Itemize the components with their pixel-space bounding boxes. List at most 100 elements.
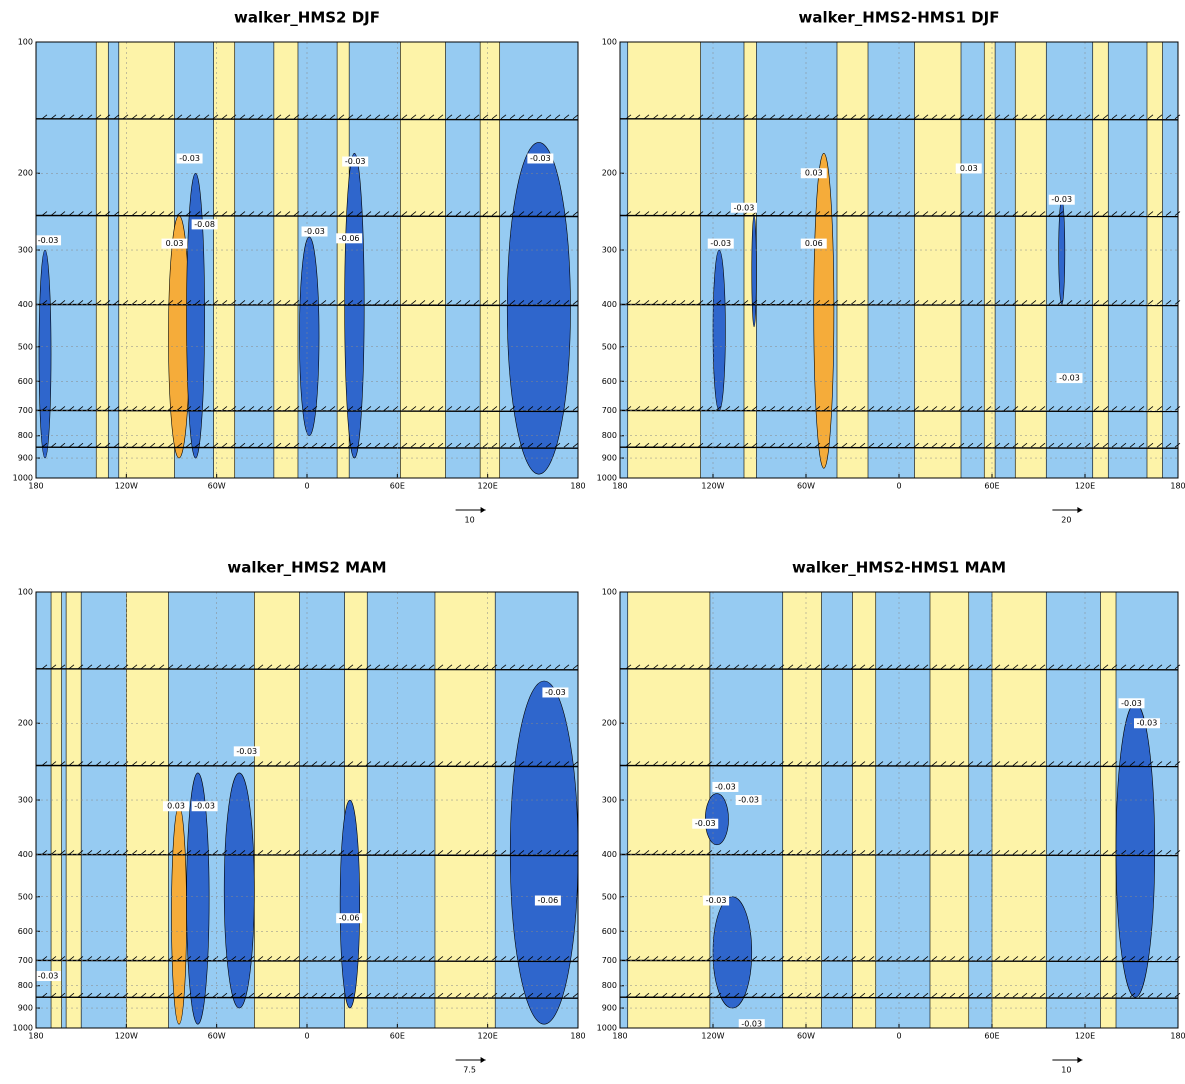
- wind-vector: [239, 300, 246, 305]
- wind-vector: [572, 992, 579, 998]
- wind-vector: [787, 664, 794, 670]
- wind-vector: [68, 664, 75, 670]
- wind-vector: [149, 992, 156, 998]
- wind-vector: [158, 761, 165, 766]
- wind-vector: [958, 442, 965, 448]
- wind-vector: [491, 300, 498, 305]
- wind-vector: [329, 850, 336, 855]
- wind-vector: [392, 300, 399, 305]
- positive-region: [627, 591, 711, 1029]
- plot-frame: [619, 591, 1179, 1029]
- x-tick-label: 180: [612, 482, 627, 491]
- wind-vector: [410, 300, 417, 305]
- wind-vector: [518, 300, 525, 305]
- wind-vector: [410, 114, 417, 120]
- wind-vector: [661, 956, 668, 961]
- wind-vector: [832, 300, 839, 305]
- wind-vector: [841, 211, 848, 216]
- wind-vector: [886, 956, 893, 961]
- wind-vector: [428, 664, 435, 670]
- wind-vector: [1084, 406, 1091, 411]
- wind-vector: [419, 211, 426, 216]
- wind-vector: [491, 211, 498, 216]
- wind-vector: [1138, 956, 1145, 961]
- wind-vector: [1102, 406, 1109, 411]
- wind-vector: [769, 300, 776, 305]
- wind-vector: [643, 992, 650, 998]
- wind-vector: [877, 300, 884, 305]
- wind-vector: [140, 442, 147, 448]
- wind-vector: [814, 956, 821, 961]
- wind-vector: [401, 761, 408, 766]
- wind-vector: [500, 761, 507, 766]
- wind-vector: [140, 114, 147, 120]
- annotation-box: [161, 238, 188, 249]
- wind-vector: [877, 114, 884, 120]
- wind-vector: [1120, 300, 1127, 305]
- wind-vector: [1093, 761, 1100, 766]
- wind-vector: [464, 211, 471, 216]
- wind-vector: [167, 211, 174, 216]
- wind-vector: [185, 300, 192, 305]
- wind-vector: [850, 664, 857, 670]
- wind-vector: [239, 992, 246, 998]
- wind-vector: [185, 761, 192, 766]
- wind-vector: [832, 761, 839, 766]
- wind-vector: [221, 114, 228, 120]
- wind-vector: [1165, 761, 1172, 766]
- wind-vector: [248, 761, 255, 766]
- wind-vector: [985, 300, 992, 305]
- wind-vector: [751, 956, 758, 961]
- wind-vector: [464, 992, 471, 998]
- annotation-box: [703, 895, 730, 906]
- panel-title: walker_HMS2 DJF: [234, 9, 380, 27]
- wind-vector: [491, 956, 498, 961]
- wind-vector: [1066, 211, 1073, 216]
- wind-vector: [1030, 992, 1037, 998]
- wind-vector: [293, 956, 300, 961]
- wind-vector: [473, 761, 480, 766]
- wind-vector: [311, 664, 318, 670]
- wind-vector: [401, 211, 408, 216]
- wind-vector: [904, 956, 911, 961]
- wind-vector: [904, 114, 911, 120]
- wind-vector: [446, 211, 453, 216]
- wind-vector: [563, 211, 570, 216]
- wind-vector: [509, 761, 516, 766]
- wind-vector: [823, 850, 830, 855]
- wind-vector: [1057, 114, 1064, 120]
- wind-vector: [1012, 956, 1019, 961]
- contour-region: [38, 249, 52, 459]
- wind-vector: [1066, 442, 1073, 448]
- y-tick-label: 600: [18, 927, 33, 936]
- wind-vector: [347, 406, 354, 411]
- wind-vector: [760, 761, 767, 766]
- wind-vector: [1138, 850, 1145, 855]
- wind-vector: [940, 300, 947, 305]
- positive-region: [254, 591, 300, 1029]
- wind-vector: [419, 992, 426, 998]
- annotation-box: [692, 818, 719, 829]
- wind-vector: [95, 300, 102, 305]
- wind-vector: [311, 956, 318, 961]
- wind-vector: [1048, 406, 1055, 411]
- wind-vector: [239, 761, 246, 766]
- wind-vector: [733, 761, 740, 766]
- wind-vector: [50, 992, 57, 998]
- positive-region: [118, 41, 175, 479]
- wind-vector: [185, 956, 192, 961]
- panel-title: walker_HMS2-HMS1 MAM: [792, 559, 1006, 577]
- wind-vector: [859, 761, 866, 766]
- wind-vector: [1075, 850, 1082, 855]
- wind-vector: [724, 992, 731, 998]
- wind-vector: [257, 761, 264, 766]
- wind-vector: [697, 850, 704, 855]
- wind-vector: [1030, 956, 1037, 961]
- wind-vector: [293, 406, 300, 411]
- wind-vector: [77, 211, 84, 216]
- wind-vector: [1129, 114, 1136, 120]
- wind-vector: [1012, 992, 1019, 998]
- x-tick-label: 60W: [797, 1032, 815, 1041]
- wind-vector: [661, 406, 668, 411]
